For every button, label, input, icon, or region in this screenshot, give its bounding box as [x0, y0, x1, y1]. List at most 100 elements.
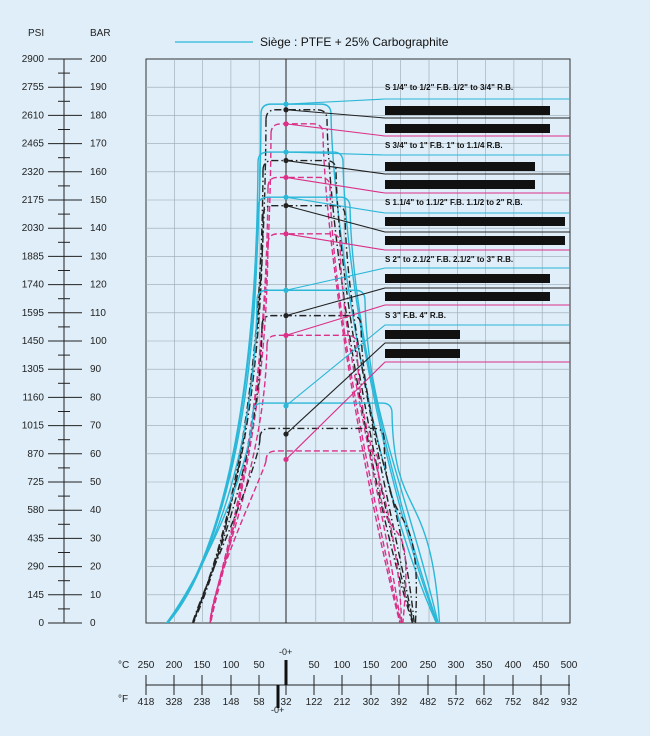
leader-black: [285, 205, 570, 233]
psi-tick-label: 725: [27, 477, 44, 488]
marker-black: [283, 157, 289, 164]
redacted-label: [385, 106, 550, 115]
bar-tick-label: 100: [90, 336, 107, 347]
curve-magenta-left: [209, 460, 267, 623]
celsius-tick-label: 250: [138, 660, 155, 671]
celsius-tick-label: 50: [253, 660, 265, 671]
fahrenheit-tick-label: 392: [391, 697, 408, 708]
size-label: S 1/4" to 1/2" F.B. 1/2" to 3/4" R.B.: [385, 83, 513, 92]
celsius-tick-label: 100: [223, 660, 240, 671]
celsius-tick-label: 300: [448, 660, 465, 671]
size-labels: S 1/4" to 1/2" F.B. 1/2" to 3/4" R.B. S 3…: [385, 83, 565, 358]
psi-tick-label: 1160: [22, 392, 44, 403]
leader-magenta: [285, 123, 570, 137]
bar-tick-label: 50: [90, 477, 102, 488]
redacted-label: [385, 180, 535, 189]
fahrenheit-tick-label: 238: [194, 697, 211, 708]
psi-tick-label: 1885: [22, 251, 45, 262]
curve-cyan-right: [256, 289, 439, 623]
bar-tick-label: 60: [90, 449, 102, 460]
size-label: S 3" F.B. 4" R.B.: [385, 311, 446, 320]
bar-header: BAR: [90, 28, 111, 39]
bar-tick-label: 130: [90, 251, 107, 262]
bar-tick-label: 180: [90, 110, 107, 121]
size-label: S 2" to 2.1/2" F.B. 2.1/2" to 3" R.B.: [385, 255, 513, 264]
leader-black: [285, 342, 570, 435]
fahrenheit-tick-label: 482: [420, 697, 437, 708]
bar-tick-label: 140: [90, 223, 107, 234]
leader-cyan: [285, 196, 570, 214]
redacted-label: [385, 236, 565, 245]
redacted-label: [385, 349, 460, 358]
markers: [283, 101, 289, 463]
leader-black: [285, 287, 570, 317]
bar-tick-label: 170: [90, 139, 107, 150]
curves: [165, 103, 441, 623]
leader-magenta: [285, 176, 570, 194]
leader-cyan: [285, 324, 570, 407]
bar-tick-label: 160: [90, 167, 107, 178]
marker-black: [283, 313, 289, 319]
curve-cyan-left: [166, 207, 259, 623]
leader-magenta: [285, 304, 570, 336]
zero-mark-top: -0+: [279, 647, 292, 657]
celsius-tick-label: 350: [476, 660, 493, 671]
leader-magenta: [285, 233, 570, 251]
psi-tick-label: 1015: [22, 421, 45, 432]
curve-black-right: [262, 159, 414, 623]
curve-black-right: [265, 109, 414, 623]
fahrenheit-tick-label: 302: [363, 697, 380, 708]
marker-magenta: [283, 456, 289, 463]
fahrenheit-tick-label: 662: [476, 697, 493, 708]
psi-tick-label: 1450: [22, 336, 45, 347]
leader-lines: [285, 98, 570, 460]
celsius-tick-label: 100: [334, 660, 351, 671]
marker-black: [283, 431, 289, 437]
psi-tick-label: 1740: [22, 280, 45, 291]
leader-cyan: [285, 267, 570, 291]
marker-cyan: [283, 194, 289, 200]
fahrenheit-tick-label: 328: [166, 697, 183, 708]
curve-cyan-right: [252, 402, 441, 623]
psi-tick-label: 2755: [22, 82, 45, 93]
psi-tick-label: 1305: [22, 364, 45, 375]
psi-header: PSI: [28, 28, 44, 39]
psi-tick-label: 435: [27, 533, 44, 544]
fahrenheit-tick-label: 418: [138, 697, 155, 708]
psi-tick-label: 2175: [22, 195, 45, 206]
celsius-unit: °C: [118, 660, 129, 671]
curve-magenta-right: [267, 233, 402, 623]
leader-cyan: [285, 151, 570, 156]
fahrenheit-tick-label: 842: [533, 697, 550, 708]
celsius-tick-label: 150: [363, 660, 380, 671]
curve-cyan-left: [166, 300, 258, 623]
psi-tick-label: 870: [27, 449, 44, 460]
psi-tick-label: 1595: [22, 308, 45, 319]
curve-magenta-left: [209, 345, 268, 623]
celsius-tick-label: 150: [194, 660, 211, 671]
curve-black-left: [192, 325, 263, 623]
bar-tick-label: 70: [90, 421, 102, 432]
fahrenheit-tick-label: 212: [334, 697, 351, 708]
fahrenheit-unit: °F: [118, 694, 128, 705]
redacted-label: [385, 274, 550, 283]
celsius-tick-label: 400: [505, 660, 522, 671]
marker-cyan: [283, 403, 289, 409]
curve-magenta-right: [265, 450, 407, 623]
curve-black-right: [262, 204, 415, 623]
celsius-tick-label: 450: [533, 660, 550, 671]
leader-black: [285, 109, 570, 119]
marker-cyan: [283, 101, 289, 107]
bar-tick-label: 40: [90, 505, 102, 516]
celsius-tick-label: 500: [561, 660, 578, 671]
marker-magenta: [283, 174, 289, 181]
marker-cyan: [283, 287, 289, 293]
celsius-tick-label: 200: [391, 660, 408, 671]
marker-cyan: [283, 149, 289, 155]
psi-scale: PSI 0 145 290 435 580 725 870 1015 1160 1305 1450 15…: [22, 28, 82, 629]
bar-tick-label: 120: [90, 280, 107, 291]
psi-tick-label: 2900: [22, 54, 45, 65]
legend: Siège : PTFE + 25% Carbographite: [175, 35, 449, 49]
curve-black-left: [191, 438, 261, 623]
